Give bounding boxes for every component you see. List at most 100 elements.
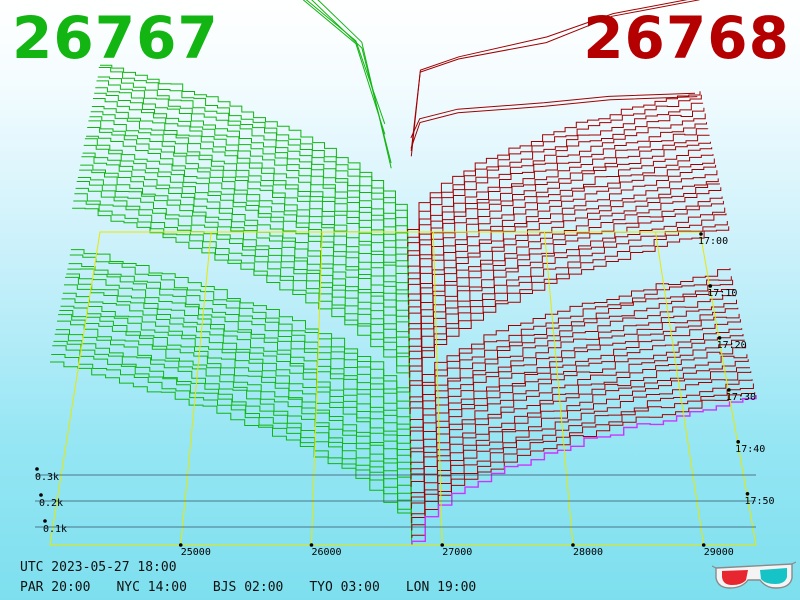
- upper-curves: [302, 0, 700, 169]
- axis-ticks: 25000 26000 27000 28000 29000 0.1k 0.2k 0.3k 17:…: [35, 232, 775, 558]
- price-tick-marker: [178, 543, 183, 547]
- ask-curves: [407, 91, 757, 546]
- ask-depth-line: [409, 295, 736, 429]
- bid-curves: [50, 64, 413, 546]
- bid-depth-line: [61, 298, 412, 473]
- zone-lon: LON 19:00: [405, 580, 477, 595]
- bid-upper-curve: [305, 0, 386, 125]
- 3d-glasses-icon[interactable]: [712, 560, 796, 594]
- ask-depth-line: [410, 319, 741, 458]
- bid-depth-line: [60, 305, 412, 480]
- ask-depth-line: [408, 187, 722, 349]
- ask-depth-line: [410, 334, 744, 473]
- time-tick-marker: [727, 388, 731, 392]
- time-tick-label: 17:50: [744, 496, 774, 507]
- bid-depth-line: [52, 345, 412, 531]
- price-tick-label: 29000: [704, 547, 734, 558]
- timezone-row: PAR 20:00 NYC 14:00 BJS 02:00 TYO 03:00 …: [20, 580, 502, 595]
- time-tick-label: 17:10: [707, 288, 737, 299]
- price-tick-label: 25000: [181, 547, 211, 558]
- bid-depth-line: [84, 138, 410, 327]
- price-tick-marker: [701, 543, 706, 547]
- bid-depth-line: [89, 116, 409, 298]
- ask-depth-line: [407, 91, 701, 233]
- ask-depth-line: [410, 313, 740, 451]
- bid-depth-line: [75, 187, 410, 385]
- bid-depth-line: [66, 273, 411, 444]
- time-tick-marker: [699, 232, 703, 236]
- bid-depth-line: [55, 329, 412, 509]
- depth-tick-marker: [43, 519, 47, 523]
- price-gridline: [310, 231, 323, 546]
- time-tick-label: 17:00: [698, 236, 728, 247]
- time-tick-marker: [708, 284, 713, 288]
- price-tick-marker: [440, 543, 445, 547]
- bid-price: 26767: [12, 4, 219, 72]
- bid-depth-line: [98, 67, 408, 240]
- bid-depth-line: [94, 92, 409, 269]
- ask-depth-line: [409, 279, 734, 415]
- ask-depth-line: [408, 196, 723, 356]
- bid-depth-line: [59, 310, 412, 487]
- bid-depth-line: [70, 249, 411, 415]
- ask-depth-line: [411, 367, 750, 509]
- ask-depth-line: [409, 207, 726, 371]
- ask-depth-line: [407, 122, 707, 269]
- bid-depth-line: [76, 181, 410, 378]
- depth-tick-marker: [39, 493, 43, 497]
- ask-depth-line: [409, 289, 735, 422]
- price-tick-marker: [309, 543, 314, 547]
- ask-depth-line: [408, 147, 713, 298]
- price-gridline: [432, 231, 443, 546]
- bid-depth-line: [86, 135, 410, 320]
- ask-depth-line: [409, 221, 728, 385]
- latest-ask-line: [411, 395, 757, 546]
- time-tick-marker: [745, 491, 750, 496]
- ask-upper-curve: [410, 96, 698, 149]
- price-gridline: [543, 231, 574, 546]
- bid-depth-line: [51, 354, 413, 538]
- bid-depth-line: [73, 200, 411, 400]
- bid-depth-line: [82, 152, 410, 342]
- price-tick-label: 26000: [311, 547, 341, 558]
- time-tick-marker: [717, 336, 722, 340]
- depth-tick-marker: [35, 467, 39, 471]
- bid-depth-line: [50, 361, 413, 546]
- ask-depth-line: [407, 134, 710, 284]
- ask-depth-line: [410, 344, 747, 487]
- ask-depth-line: [410, 339, 745, 480]
- bid-depth-line: [67, 268, 411, 436]
- ask-upper-curve: [410, 0, 700, 152]
- bid-depth-line: [93, 98, 409, 276]
- ask-depth-line: [407, 128, 709, 276]
- bid-depth-line: [69, 254, 411, 422]
- bid-depth-line: [65, 276, 411, 451]
- time-tick-marker: [736, 440, 740, 444]
- zone-par: PAR 20:00: [20, 580, 91, 595]
- ask-depth-line: [411, 392, 756, 538]
- ask-depth-line: [410, 354, 748, 495]
- bid-upper-curve: [311, 0, 392, 164]
- bid-depth-line: [79, 169, 410, 364]
- ask-depth-line: [408, 164, 717, 320]
- price-tick-label: 27000: [442, 547, 472, 558]
- ask-depth-line: [408, 158, 715, 313]
- bid-depth-line: [64, 284, 411, 458]
- bid-depth-line: [91, 106, 409, 284]
- ask-depth-line: [407, 113, 706, 262]
- ask-depth-line: [411, 371, 752, 516]
- time-tick-label: 17:20: [717, 340, 747, 351]
- ask-depth-line: [409, 213, 727, 378]
- ask-depth-line: [407, 94, 702, 240]
- bid-upper-curve: [302, 0, 386, 135]
- ask-depth-line: [409, 276, 732, 407]
- zone-tyo: TYO 03:00: [309, 580, 380, 595]
- ask-depth-line: [411, 383, 754, 531]
- time-tick-label: 17:40: [735, 444, 765, 455]
- bid-depth-line: [54, 333, 412, 516]
- ask-depth-line: [408, 200, 724, 364]
- ask-upper-curve: [410, 0, 688, 157]
- bid-depth-line: [53, 340, 412, 524]
- price-gridline: [655, 231, 705, 546]
